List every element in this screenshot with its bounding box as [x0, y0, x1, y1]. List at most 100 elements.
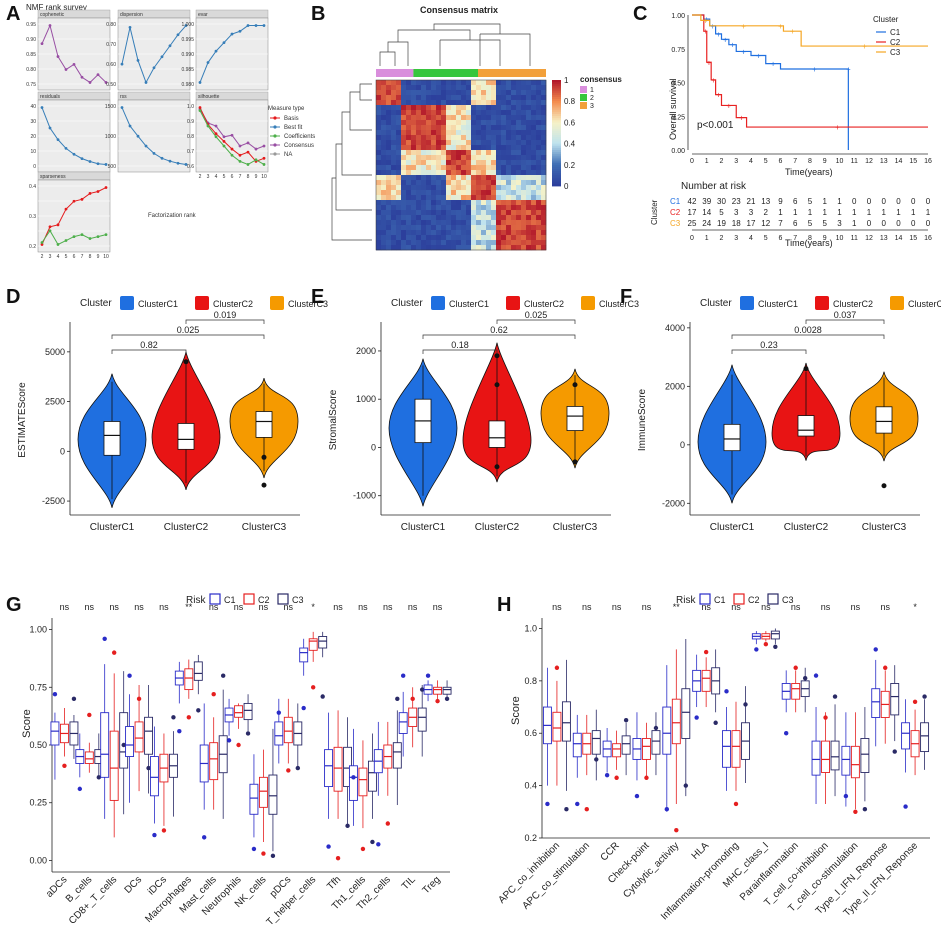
- consensus-cell: [496, 170, 502, 176]
- consensus-cell: [466, 200, 472, 206]
- consensus-cell: [381, 105, 387, 111]
- consensus-cell: [496, 125, 502, 131]
- consensus-cell: [466, 130, 472, 136]
- consensus-cell: [491, 240, 497, 246]
- boxplot-ytick: 0.6: [524, 728, 537, 738]
- consensus-cell: [521, 225, 527, 231]
- consensus-cell: [541, 150, 547, 156]
- consensus-cell: [436, 175, 442, 181]
- consensus-cell: [416, 100, 422, 106]
- consensus-cell: [421, 105, 427, 111]
- consensus-cell: [391, 180, 397, 186]
- consensus-cell: [406, 90, 412, 96]
- consensus-cell: [531, 215, 537, 221]
- violin-outlier: [183, 359, 189, 365]
- consensus-cell: [441, 240, 447, 246]
- consensus-cell: [386, 140, 392, 146]
- boxplot-outlier: [395, 696, 400, 702]
- consensus-cell: [376, 170, 382, 176]
- consensus-cell: [421, 115, 427, 121]
- consensus-cell: [531, 130, 537, 136]
- consensus-scale-step: [552, 126, 561, 130]
- consensus-cell: [426, 120, 432, 126]
- bracket-c1-c2: [111, 349, 187, 354]
- risk-cell: 0: [926, 197, 931, 206]
- boxplot-legend-label: C1: [714, 595, 726, 605]
- boxplot-significance: ns: [408, 602, 418, 612]
- consensus-cell: [501, 215, 507, 221]
- violin-outlier: [494, 464, 500, 470]
- consensus-cell: [481, 80, 487, 86]
- consensus-cell: [386, 110, 392, 116]
- consensus-cell: [386, 190, 392, 196]
- boxplot-outlier: [226, 738, 232, 743]
- nmf-xtick: 9: [97, 254, 100, 260]
- consensus-cell: [416, 85, 422, 91]
- consensus-cell: [501, 145, 507, 151]
- consensus-cell: [376, 185, 382, 191]
- risk-xtick: 6: [779, 235, 783, 242]
- pvalue-c1-c2: 0.82: [140, 340, 158, 350]
- consensus-cell: [376, 95, 382, 101]
- boxplot-ytick: 0.8: [524, 676, 537, 686]
- consensus-cell: [511, 145, 517, 151]
- violin-xtick: ClusterC2: [164, 522, 209, 533]
- consensus-cell: [501, 175, 507, 181]
- consensus-cell: [511, 205, 517, 211]
- consensus-cell: [466, 175, 472, 181]
- consensus-cell: [406, 200, 412, 206]
- boxplot-outlier: [802, 676, 808, 681]
- consensus-cell: [451, 245, 457, 251]
- consensus-cell: [381, 230, 387, 236]
- boxplot-outlier: [111, 650, 117, 655]
- bracket-c1-c2: [731, 349, 807, 354]
- violin-outlier: [261, 482, 267, 488]
- nmf-point: [104, 186, 108, 189]
- consensus-cell: [496, 165, 502, 171]
- risk-cell: 0: [867, 219, 872, 228]
- consensus-cell: [441, 95, 447, 101]
- consensus-cell: [521, 205, 527, 211]
- boxplot-outlier: [276, 710, 282, 715]
- consensus-cell: [446, 210, 452, 216]
- boxplot-outlier: [763, 641, 769, 647]
- boxplot-significance: ns: [234, 602, 244, 612]
- consensus-cell: [416, 215, 422, 221]
- consensus-cell: [486, 105, 492, 111]
- consensus-cell: [381, 160, 387, 166]
- consensus-cell: [521, 110, 527, 116]
- consensus-cell: [481, 95, 487, 101]
- nmf-ytick: 0.80: [106, 22, 116, 28]
- consensus-cell: [456, 125, 462, 131]
- nmf-point: [40, 241, 44, 244]
- consensus-cell: [411, 215, 417, 221]
- consensus-cell: [526, 95, 532, 101]
- consensus-cell: [431, 105, 437, 111]
- boxplot-legend-label: C1: [224, 595, 236, 605]
- nmf-point: [40, 106, 44, 109]
- consensus-cell: [481, 170, 487, 176]
- consensus-cell: [436, 90, 442, 96]
- boxplot-box: [722, 730, 731, 768]
- consensus-cell: [491, 80, 497, 86]
- consensus-cell: [396, 210, 402, 216]
- consensus-cell: [456, 195, 462, 201]
- consensus-cell: [521, 120, 527, 126]
- consensus-cell: [486, 170, 492, 176]
- boxplot-box: [731, 730, 741, 768]
- nmf-point: [214, 124, 218, 128]
- boxplot-legend-swatch: [699, 593, 711, 605]
- boxplot-box: [850, 745, 860, 779]
- consensus-cell: [501, 115, 507, 121]
- panel-f: FClusterClusterC1ClusterC2ClusterC340002…: [620, 286, 941, 533]
- consensus-cell: [521, 175, 527, 181]
- consensus-cell: [411, 80, 417, 86]
- consensus-cell: [446, 120, 452, 126]
- consensus-cell: [426, 225, 432, 231]
- consensus-cell: [476, 120, 482, 126]
- consensus-cell: [461, 115, 467, 121]
- consensus-cell: [541, 120, 547, 126]
- consensus-cell: [391, 140, 397, 146]
